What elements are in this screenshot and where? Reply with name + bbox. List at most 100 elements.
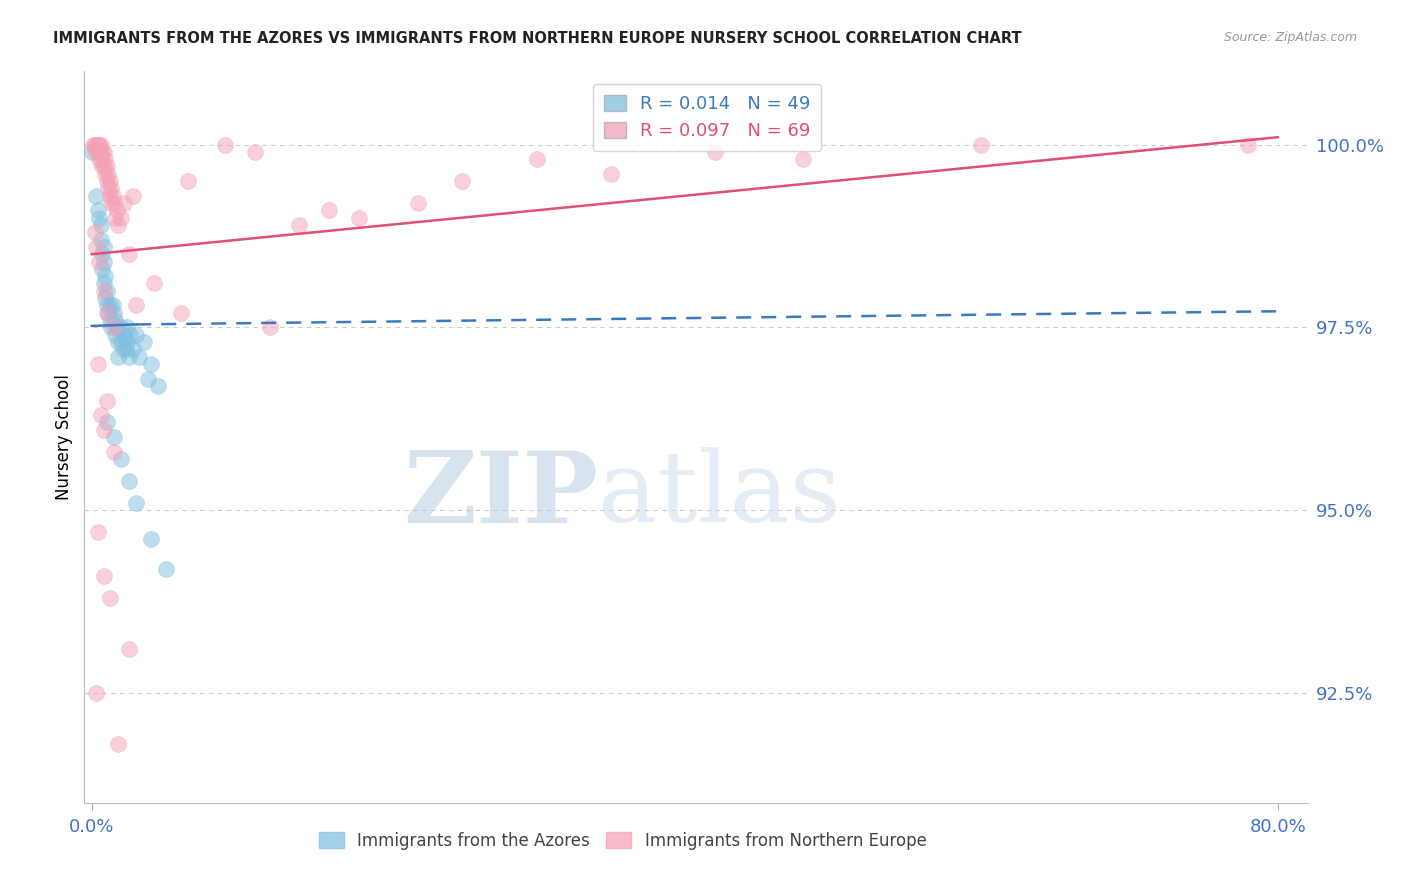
Point <box>90 218 112 232</box>
Point <box>117 320 139 334</box>
Point <box>107 737 129 751</box>
Point <box>136 371 159 385</box>
Point <box>112 196 135 211</box>
Text: Source: ZipAtlas.com: Source: ZipAtlas.com <box>1223 31 1357 45</box>
Point <box>132 334 155 349</box>
Text: ZIP: ZIP <box>404 447 598 544</box>
Point <box>170 306 193 320</box>
Point <box>703 145 725 159</box>
Point <box>94 152 117 166</box>
Point <box>125 327 148 342</box>
Point <box>96 416 118 430</box>
Y-axis label: Nursery School: Nursery School <box>55 374 73 500</box>
Point <box>107 218 129 232</box>
Point <box>91 160 114 174</box>
Point <box>104 327 127 342</box>
Point <box>104 313 127 327</box>
Point <box>105 203 128 218</box>
Point <box>139 357 162 371</box>
Point <box>86 203 108 218</box>
Point <box>107 350 129 364</box>
Text: atlas: atlas <box>598 448 841 543</box>
Point <box>526 152 548 166</box>
Point <box>103 320 125 334</box>
Point <box>96 160 118 174</box>
Point <box>118 474 141 488</box>
Point <box>110 334 132 349</box>
Point <box>86 525 108 540</box>
Point <box>96 298 118 312</box>
Point <box>90 233 112 247</box>
Point <box>86 357 108 371</box>
Point <box>125 298 148 312</box>
Point <box>139 533 162 547</box>
Point <box>243 145 266 159</box>
Point <box>177 174 200 188</box>
Point <box>155 562 177 576</box>
Legend: Immigrants from the Azores, Immigrants from Northern Europe: Immigrants from the Azores, Immigrants f… <box>312 825 934 856</box>
Point <box>105 320 128 334</box>
Point <box>451 174 474 188</box>
Point <box>94 291 117 305</box>
Point <box>98 298 121 312</box>
Point <box>1237 137 1260 152</box>
Point <box>599 167 621 181</box>
Point <box>84 188 107 202</box>
Point <box>128 350 150 364</box>
Point <box>93 254 115 268</box>
Point <box>90 152 112 166</box>
Point <box>91 145 114 159</box>
Point <box>90 137 112 152</box>
Point <box>98 174 121 188</box>
Point <box>118 247 141 261</box>
Point <box>103 196 125 211</box>
Point <box>89 254 111 268</box>
Point <box>98 591 121 605</box>
Point <box>96 393 118 408</box>
Point <box>97 306 120 320</box>
Point <box>112 327 135 342</box>
Point <box>96 306 118 320</box>
Point <box>84 137 107 152</box>
Point <box>110 211 132 225</box>
Point <box>100 196 122 211</box>
Point <box>93 145 115 159</box>
Point <box>125 496 148 510</box>
Point <box>104 211 127 225</box>
Point <box>83 225 105 239</box>
Point <box>117 334 139 349</box>
Point <box>89 152 111 166</box>
Point <box>118 642 141 657</box>
Point <box>259 320 281 334</box>
Point <box>288 218 311 232</box>
Point <box>97 167 120 181</box>
Point <box>115 343 138 357</box>
Point <box>97 181 120 195</box>
Point <box>103 444 125 458</box>
Point <box>100 320 122 334</box>
Point <box>103 306 125 320</box>
Point <box>792 152 814 166</box>
Point <box>83 137 105 152</box>
Point <box>214 137 236 152</box>
Point <box>110 452 132 467</box>
Point <box>111 343 134 357</box>
Point <box>318 203 340 218</box>
Point <box>143 277 166 291</box>
Point <box>93 284 115 298</box>
Point <box>103 430 125 444</box>
Point <box>122 343 145 357</box>
Point <box>94 167 117 181</box>
Point <box>82 137 104 152</box>
Point <box>100 181 122 195</box>
Point <box>98 313 121 327</box>
Point <box>93 423 115 437</box>
Point <box>89 137 111 152</box>
Point <box>84 240 107 254</box>
Point <box>91 247 114 261</box>
Point <box>86 145 108 159</box>
Point <box>107 334 129 349</box>
Point <box>89 211 111 225</box>
Point <box>93 277 115 291</box>
Point <box>970 137 993 152</box>
